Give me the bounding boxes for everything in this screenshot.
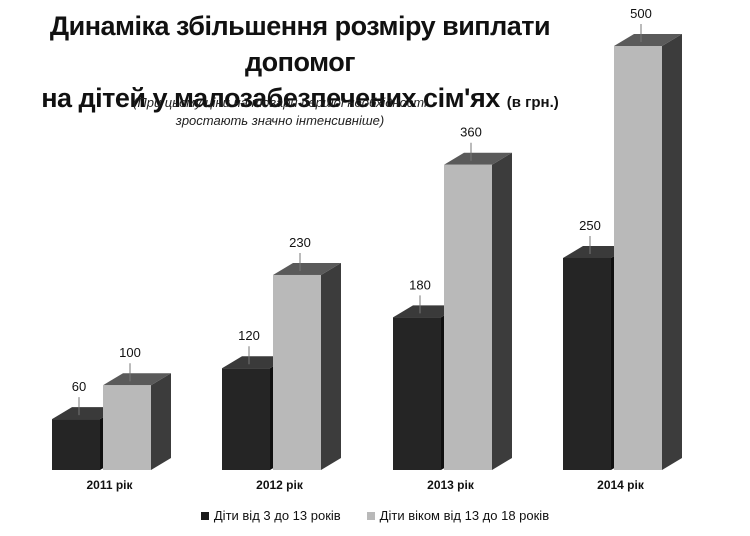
subtitle-line-1: (При цьому ціни на товари першої необхід… bbox=[132, 95, 428, 110]
chart-legend: Діти від 3 до 13 років Діти віком від 13… bbox=[0, 508, 750, 523]
category-label-3: 2014 рік bbox=[597, 478, 645, 492]
category-label-0: 2011 рік bbox=[86, 478, 133, 492]
legend-swatch-series-1 bbox=[200, 511, 209, 520]
value-label-3-1: 500 bbox=[630, 6, 652, 21]
title-line-2: на дітей у малозабезпечених сім'ях (в гр… bbox=[0, 80, 600, 121]
legend-label-series-1: Діти від 3 до 13 років bbox=[213, 508, 341, 523]
legend-swatch-series-2 bbox=[366, 511, 375, 520]
category-label-2: 2013 рік bbox=[427, 478, 475, 492]
title-line-2-text: на дітей у малозабезпечених сім'ях bbox=[41, 83, 500, 113]
title-unit: (в грн.) bbox=[506, 94, 559, 111]
value-label-1-1: 230 bbox=[289, 235, 311, 250]
bar-3-1 bbox=[614, 46, 662, 470]
subtitle-line-2: зростають значно інтенсивніше) bbox=[175, 113, 385, 128]
title-line-1: Динаміка збільшення розміру виплати допо… bbox=[49, 11, 551, 77]
bar-2-0 bbox=[393, 317, 441, 470]
bar-top-2-1 bbox=[444, 152, 512, 165]
value-label-1-0: 120 bbox=[238, 328, 260, 343]
bar-side-0-1 bbox=[151, 373, 171, 470]
bar-top-0-1 bbox=[103, 373, 171, 386]
value-label-0-1: 100 bbox=[119, 345, 141, 360]
bar-side-3-1 bbox=[662, 34, 682, 470]
bar-side-1-1 bbox=[321, 262, 341, 470]
bar-chart: 60 100 2011 рік 120 230 2012 рік 180 360 2013 рі… bbox=[52, 6, 682, 492]
chart-subtitle: (При цьому ціни на товари першої необхід… bbox=[70, 94, 490, 130]
bar-0-1 bbox=[103, 385, 151, 470]
bar-2-1 bbox=[444, 164, 492, 470]
bar-3-0 bbox=[563, 258, 611, 470]
legend-item-series-2: Діти віком від 13 до 18 років bbox=[366, 508, 550, 523]
value-label-2-0: 180 bbox=[409, 277, 431, 292]
bar-top-3-1 bbox=[614, 34, 682, 46]
value-label-0-0: 60 bbox=[72, 379, 86, 394]
bar-1-0 bbox=[222, 368, 270, 470]
bar-top-1-1 bbox=[273, 262, 341, 275]
legend-item-series-1: Діти від 3 до 13 років bbox=[200, 508, 341, 523]
value-label-3-0: 250 bbox=[579, 218, 601, 233]
legend-label-series-2: Діти віком від 13 до 18 років bbox=[379, 508, 550, 523]
value-label-2-1: 360 bbox=[460, 125, 482, 140]
category-label-1: 2012 рік bbox=[256, 478, 304, 492]
bar-1-1 bbox=[273, 274, 321, 470]
bar-side-2-1 bbox=[492, 152, 512, 470]
chart-title: Динаміка збільшення розміру виплати допо… bbox=[0, 8, 600, 121]
bar-0-0 bbox=[52, 419, 100, 470]
